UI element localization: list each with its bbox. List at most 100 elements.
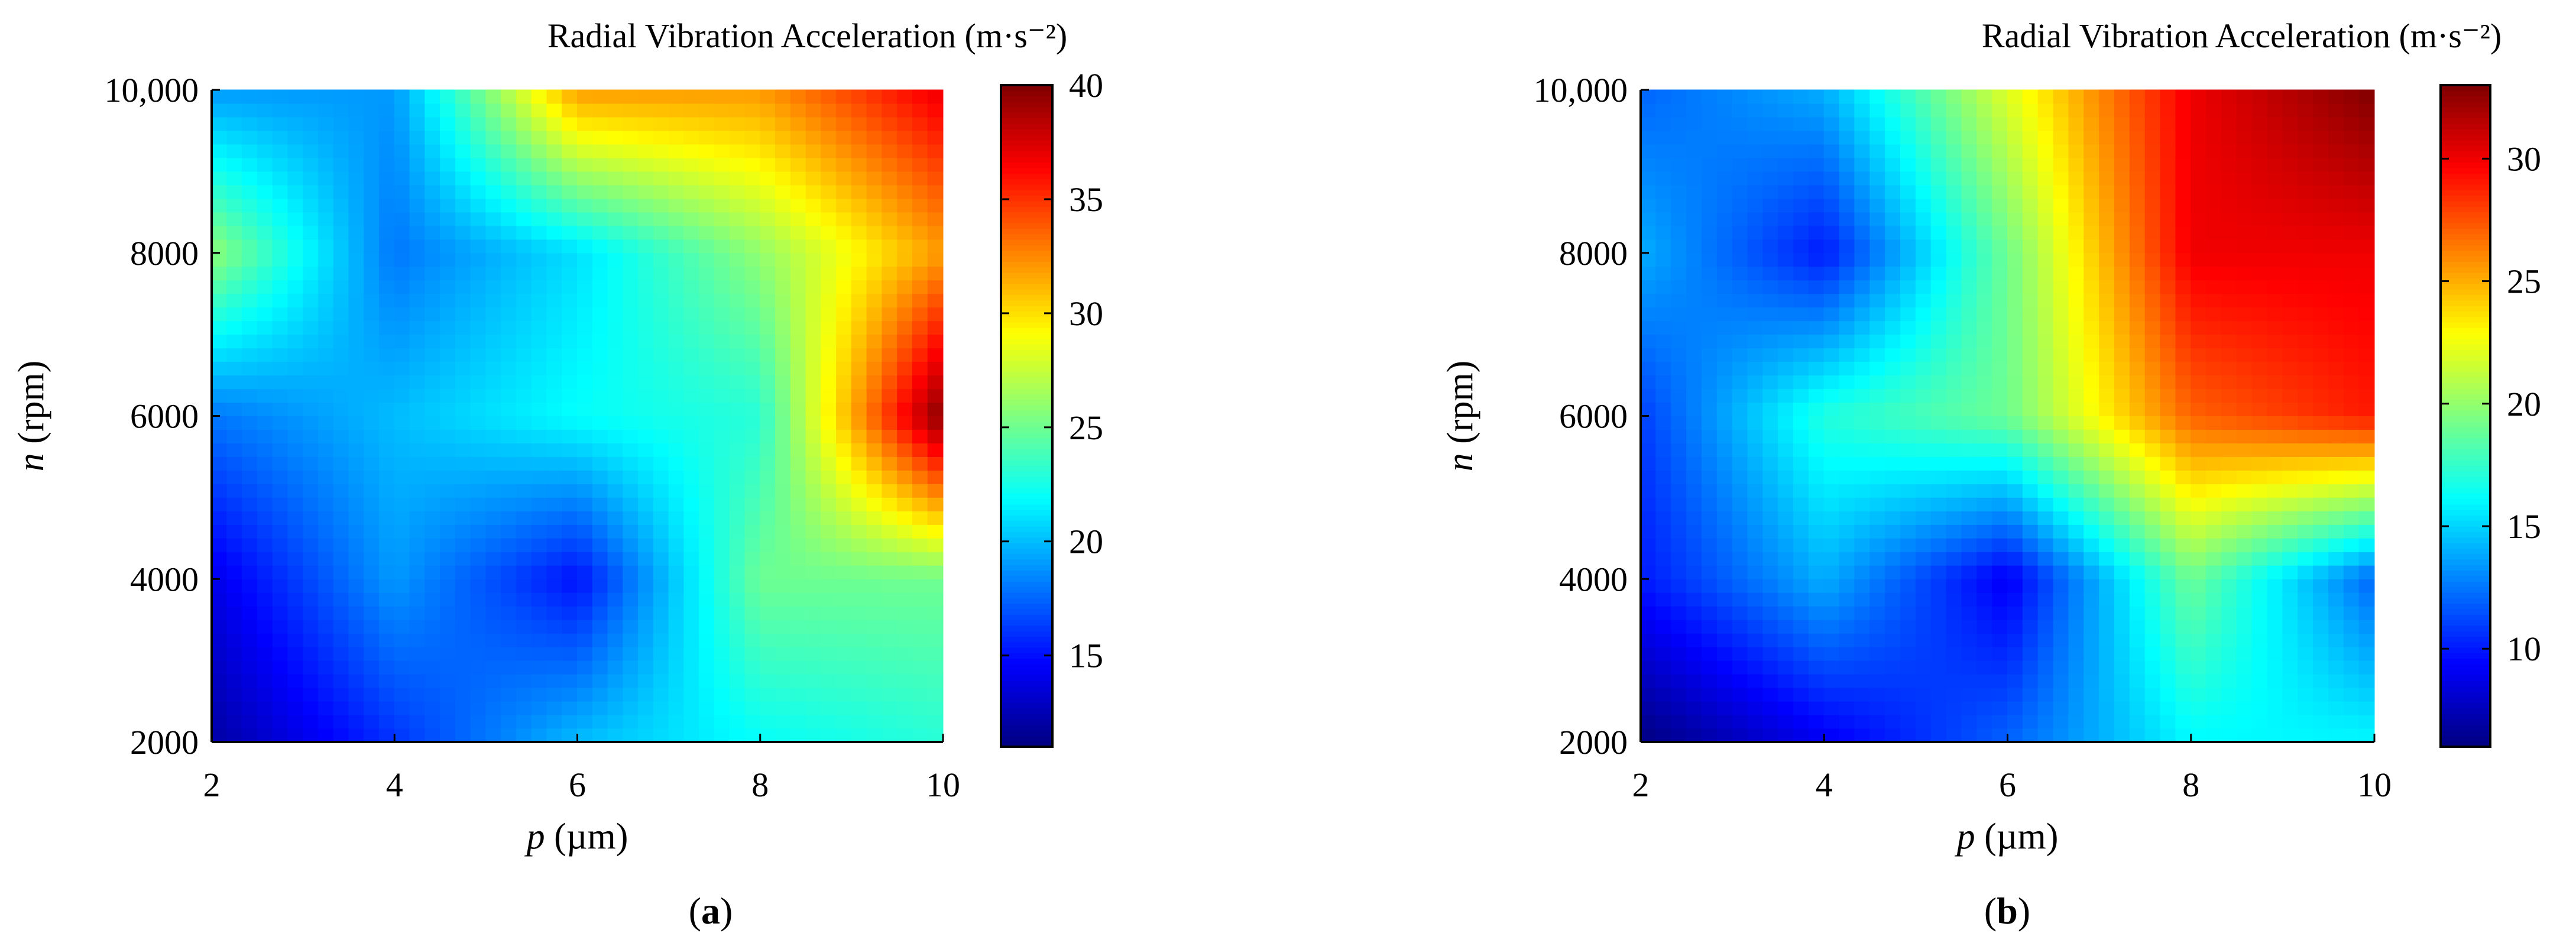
heatmap-cell bbox=[2007, 701, 2023, 715]
heatmap-cell bbox=[226, 402, 243, 416]
heatmap-cell bbox=[470, 565, 487, 579]
heatmap-cell bbox=[1640, 144, 1657, 158]
heatmap-cell bbox=[1885, 198, 1901, 213]
heatmap-cell bbox=[668, 334, 685, 349]
heatmap-cell bbox=[882, 633, 898, 647]
heatmap-cell bbox=[394, 225, 410, 240]
heatmap-cell bbox=[440, 375, 456, 390]
heatmap-cell bbox=[2144, 456, 2161, 471]
heatmap-cell bbox=[836, 293, 852, 308]
heatmap-cell bbox=[1716, 416, 1733, 430]
heatmap-cell bbox=[699, 130, 715, 145]
heatmap-cell bbox=[638, 592, 654, 607]
heatmap-cell bbox=[2160, 687, 2176, 702]
heatmap-cell bbox=[455, 266, 471, 281]
heatmap-cell bbox=[425, 673, 441, 688]
heatmap-cell bbox=[638, 252, 654, 267]
heatmap-cell bbox=[866, 388, 883, 403]
heatmap-cell bbox=[1839, 198, 1855, 213]
heatmap-cell bbox=[1716, 157, 1733, 172]
heatmap-cell bbox=[2175, 633, 2192, 647]
heatmap-cell bbox=[364, 537, 380, 552]
heatmap-cell bbox=[1900, 388, 1916, 403]
heatmap-cell bbox=[729, 429, 746, 443]
heatmap-cell bbox=[1839, 334, 1855, 349]
heatmap-cell bbox=[729, 728, 746, 743]
heatmap-cell bbox=[760, 103, 776, 118]
heatmap-cell bbox=[2221, 483, 2237, 498]
heatmap-cell bbox=[1640, 103, 1657, 118]
heatmap-cell bbox=[2099, 551, 2115, 566]
heatmap-cell bbox=[2298, 198, 2314, 213]
heatmap-cell bbox=[2144, 578, 2161, 593]
heatmap-cell bbox=[805, 416, 822, 430]
heatmap-cell bbox=[653, 714, 669, 729]
heatmap-cell bbox=[2053, 116, 2069, 131]
heatmap-cell bbox=[775, 212, 791, 226]
heatmap-cell bbox=[653, 619, 669, 634]
heatmap-cell bbox=[2206, 483, 2222, 498]
heatmap-cell bbox=[2236, 103, 2253, 118]
heatmap-cell bbox=[440, 592, 456, 607]
heatmap-cell bbox=[1793, 687, 1809, 702]
heatmap-cell bbox=[211, 184, 228, 199]
heatmap-cell bbox=[592, 402, 608, 416]
heatmap-cell bbox=[2343, 293, 2360, 308]
heatmap-cell bbox=[760, 252, 776, 267]
heatmap-cell bbox=[1655, 728, 1672, 743]
heatmap-cell bbox=[699, 361, 715, 376]
heatmap-cell bbox=[1946, 293, 1962, 308]
heatmap-cell bbox=[1854, 184, 1871, 199]
heatmap-cell bbox=[1915, 551, 1932, 566]
heatmap-cell bbox=[729, 442, 746, 457]
heatmap-cell bbox=[2053, 89, 2069, 104]
heatmap-cell bbox=[2282, 469, 2299, 484]
heatmap-cell bbox=[592, 239, 608, 254]
heatmap-cell bbox=[364, 416, 380, 430]
heatmap-cell bbox=[2282, 157, 2299, 172]
heatmap-cell bbox=[257, 252, 273, 267]
heatmap-cell bbox=[257, 116, 273, 131]
heatmap-cell bbox=[242, 252, 258, 267]
heatmap-cell bbox=[2114, 442, 2130, 457]
colorbar-tick-label: 15 bbox=[2507, 507, 2541, 546]
heatmap-cell bbox=[1747, 144, 1764, 158]
heatmap-cell bbox=[562, 116, 578, 131]
heatmap-cell bbox=[1854, 714, 1871, 729]
heatmap-cell bbox=[425, 416, 441, 430]
heatmap-cell bbox=[2129, 239, 2146, 254]
heatmap-cell bbox=[2022, 171, 2039, 186]
heatmap-cell bbox=[272, 320, 289, 335]
heatmap-cell bbox=[2221, 619, 2237, 634]
colorbar-tick-label: 20 bbox=[1069, 523, 1103, 561]
heatmap-cell bbox=[1701, 171, 1718, 186]
heatmap-cell bbox=[2007, 714, 2023, 729]
heatmap-cell bbox=[623, 334, 639, 349]
colorbar-segment bbox=[1001, 459, 1052, 466]
heatmap-cell bbox=[303, 701, 319, 715]
heatmap-cell bbox=[333, 416, 349, 430]
heatmap-cell bbox=[2160, 728, 2176, 743]
heatmap-cell bbox=[257, 469, 273, 484]
heatmap-cell bbox=[851, 171, 867, 186]
heatmap-cell bbox=[1747, 728, 1764, 743]
heatmap-cell bbox=[2236, 497, 2253, 511]
heatmap-cell bbox=[211, 524, 228, 539]
colorbar-segment bbox=[1001, 184, 1052, 190]
heatmap-cell bbox=[2251, 687, 2268, 702]
heatmap-cell bbox=[1716, 673, 1733, 688]
colorbar-segment bbox=[1001, 118, 1052, 124]
heatmap-cell bbox=[1976, 633, 1993, 647]
heatmap-cell bbox=[744, 714, 761, 729]
heatmap-cell bbox=[638, 239, 654, 254]
heatmap-cell bbox=[2053, 334, 2069, 349]
heatmap-cell bbox=[2175, 551, 2192, 566]
heatmap-cell bbox=[790, 225, 806, 240]
heatmap-cell bbox=[1732, 252, 1748, 267]
heatmap-cell bbox=[714, 402, 730, 416]
heatmap-cell bbox=[1747, 510, 1764, 525]
heatmap-cell bbox=[927, 402, 944, 416]
heatmap-cell bbox=[1869, 469, 1886, 484]
heatmap-cell bbox=[2053, 130, 2069, 145]
heatmap-cell bbox=[2007, 144, 2023, 158]
